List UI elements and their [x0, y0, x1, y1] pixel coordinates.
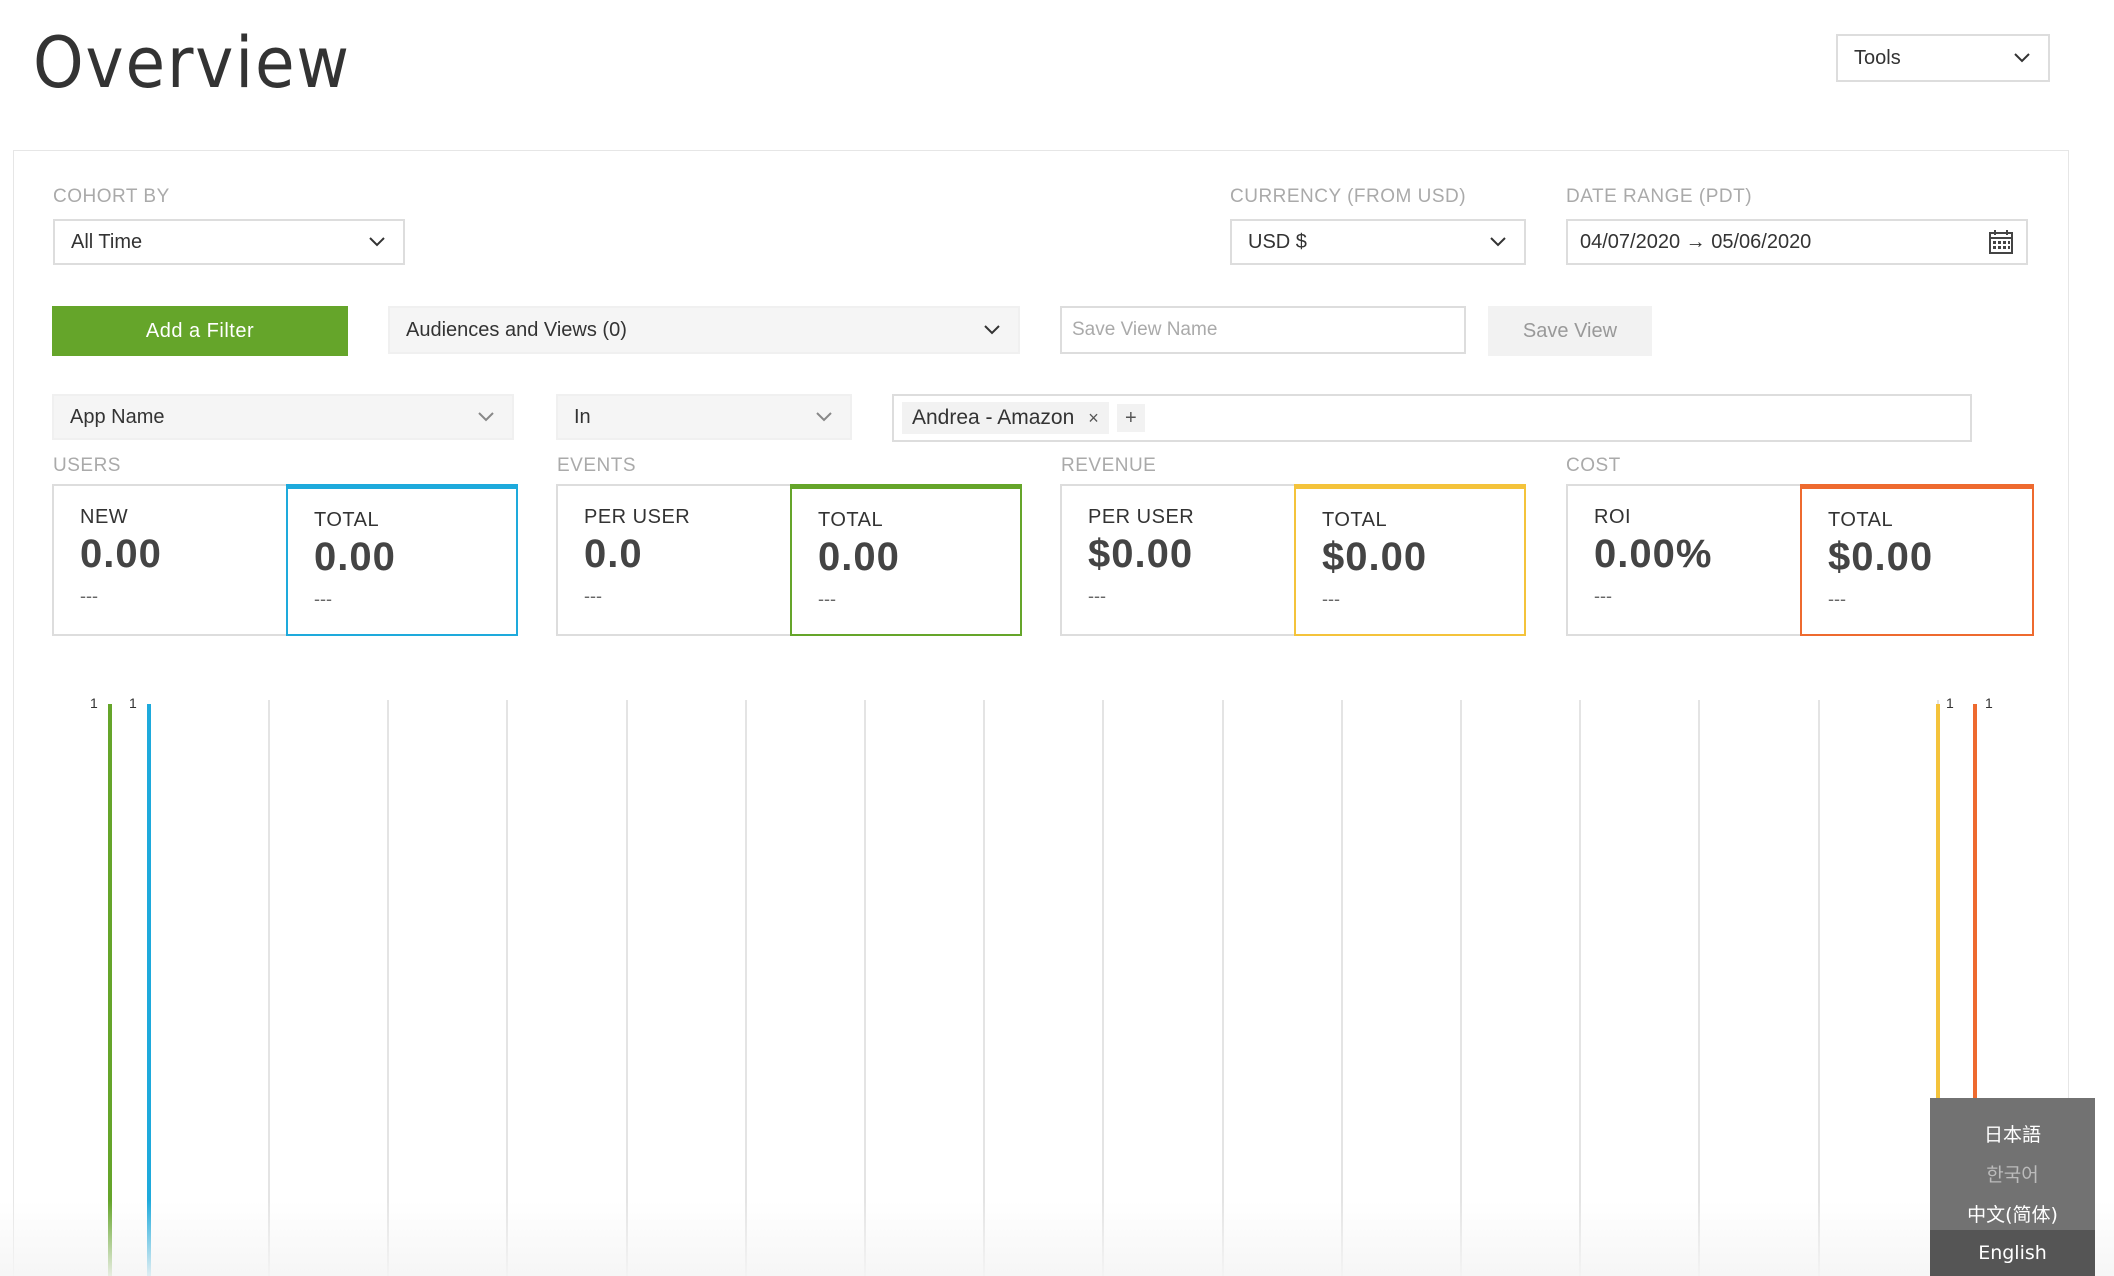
metric-value: $0.00 [1322, 535, 1428, 579]
currency-select[interactable]: USD $ [1230, 219, 1526, 265]
chart-gridline [506, 700, 508, 1276]
chart-gridline [1341, 700, 1343, 1276]
filter-operator-select[interactable]: In [556, 394, 852, 440]
filter-field-value: App Name [70, 405, 165, 428]
language-option-ja[interactable]: 日本語 [1983, 1124, 2041, 1146]
series-line-green [108, 704, 112, 1276]
audiences-views-select[interactable]: Audiences and Views (0) [388, 306, 1020, 354]
metric-title: TOTAL [314, 509, 380, 531]
metric-title: TOTAL [1828, 509, 1894, 531]
save-view-button[interactable]: Save View [1488, 306, 1652, 356]
metric-delta: --- [1322, 589, 1340, 609]
chevron-down-icon [1490, 237, 1506, 247]
chart-gridline [1102, 700, 1104, 1276]
axis-max-label: 1 [90, 695, 98, 711]
metric-delta: --- [80, 586, 98, 606]
metric-card-cost-total[interactable]: TOTAL $0.00 --- [1800, 484, 2034, 636]
metric-delta: --- [584, 586, 602, 606]
chart-gridline [1222, 700, 1224, 1276]
chart-gridline [1460, 700, 1462, 1276]
metric-value: 0.00 [818, 535, 900, 579]
metric-delta: --- [314, 589, 332, 609]
currency-label: CURRENCY (FROM USD) [1230, 186, 1467, 207]
chart-gridline [1818, 700, 1820, 1276]
metric-card-users-new[interactable]: NEW 0.00 --- [52, 484, 288, 636]
cohort-label: COHORT BY [53, 186, 170, 207]
language-selector: 日本語 한국어 中文(简体) English [1930, 1098, 2095, 1276]
metric-value: 0.00% [1594, 532, 1713, 576]
events-section-label: EVENTS [557, 455, 637, 476]
date-range-value: 04/07/2020 → 05/06/2020 [1580, 230, 1812, 253]
filter-field-select[interactable]: App Name [52, 394, 514, 440]
chart-gridline [983, 700, 985, 1276]
metric-title: NEW [80, 506, 129, 528]
remove-tag-icon[interactable]: × [1088, 407, 1099, 428]
metric-title: PER USER [1088, 506, 1195, 528]
language-option-en[interactable]: English [1930, 1230, 2095, 1276]
filter-values-input[interactable]: Andrea - Amazon × + [892, 394, 1972, 442]
cost-section-label: COST [1566, 455, 1621, 476]
chevron-down-icon [478, 412, 494, 422]
series-line-blue [147, 704, 151, 1276]
metric-card-cost-roi[interactable]: ROI 0.00% --- [1566, 484, 1802, 636]
chart-gridline [745, 700, 747, 1276]
chevron-down-icon [2014, 53, 2030, 63]
save-view-placeholder: Save View Name [1072, 319, 1218, 340]
chart-gridline [626, 700, 628, 1276]
filter-operator-value: In [574, 405, 591, 428]
tools-dropdown[interactable]: Tools [1836, 34, 2050, 82]
date-range-input[interactable]: 04/07/2020 → 05/06/2020 [1566, 219, 2028, 265]
metric-card-events-per-user[interactable]: PER USER 0.0 --- [556, 484, 792, 636]
cohort-value: All Time [71, 230, 143, 253]
metric-delta: --- [1088, 586, 1106, 606]
date-range-label: DATE RANGE (PDT) [1566, 186, 1753, 207]
language-option-zh[interactable]: 中文(简体) [1967, 1204, 2058, 1226]
chevron-down-icon [369, 237, 385, 247]
axis-max-label: 1 [129, 695, 137, 711]
filter-tag: Andrea - Amazon × [902, 402, 1109, 434]
chart-gridline [1579, 700, 1581, 1276]
metric-value: $0.00 [1088, 532, 1194, 576]
metric-value: 0.00 [80, 532, 162, 576]
metric-card-users-total[interactable]: TOTAL 0.00 --- [286, 484, 518, 636]
series-line-yellow [1936, 704, 1940, 1276]
axis-max-label: 1 [1946, 695, 1954, 711]
chevron-down-icon [816, 412, 832, 422]
metric-value: $0.00 [1828, 535, 1934, 579]
revenue-section-label: REVENUE [1061, 455, 1157, 476]
tools-label: Tools [1854, 46, 1901, 69]
metric-delta: --- [818, 589, 836, 609]
metric-title: TOTAL [1322, 509, 1388, 531]
filter-tag-label: Andrea - Amazon [912, 406, 1075, 429]
metric-delta: --- [1594, 586, 1612, 606]
metric-value: 0.00 [314, 535, 396, 579]
chart-gridline [268, 700, 270, 1276]
chart-gridline [1698, 700, 1700, 1276]
axis-max-label: 1 [1985, 695, 1993, 711]
add-filter-button[interactable]: Add a Filter [52, 306, 348, 356]
metric-value: 0.0 [584, 532, 643, 576]
metric-title: TOTAL [818, 509, 884, 531]
cohort-select[interactable]: All Time [53, 219, 405, 265]
overview-panel [13, 150, 2069, 1276]
chevron-down-icon [984, 325, 1000, 335]
save-view-name-input[interactable]: Save View Name [1060, 306, 1466, 354]
series-line-orange [1973, 704, 1977, 1276]
chart-gridline [864, 700, 866, 1276]
metric-title: ROI [1594, 506, 1632, 528]
calendar-icon[interactable] [1988, 229, 2014, 255]
page-title: Overview [33, 22, 351, 104]
metric-card-events-total[interactable]: TOTAL 0.00 --- [790, 484, 1022, 636]
metric-card-revenue-per-user[interactable]: PER USER $0.00 --- [1060, 484, 1296, 636]
metric-title: PER USER [584, 506, 691, 528]
metric-card-revenue-total[interactable]: TOTAL $0.00 --- [1294, 484, 1526, 636]
audiences-views-value: Audiences and Views (0) [406, 318, 627, 341]
language-option-ko[interactable]: 한국어 [1986, 1164, 2039, 1186]
add-tag-button[interactable]: + [1116, 404, 1145, 432]
metric-delta: --- [1828, 589, 1846, 609]
users-section-label: USERS [53, 455, 121, 476]
chart-gridline [387, 700, 389, 1276]
currency-value: USD $ [1248, 230, 1307, 253]
